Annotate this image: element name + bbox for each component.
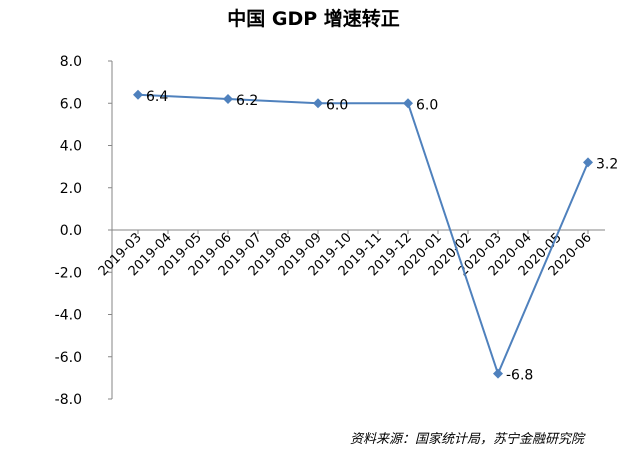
y-tick-label: -2.0 — [55, 265, 82, 281]
y-tick-label: 2.0 — [60, 181, 82, 197]
data-label: 6.0 — [326, 97, 348, 113]
data-point — [403, 98, 413, 109]
data-label: 6.2 — [236, 93, 258, 109]
data-point — [223, 94, 233, 105]
data-label: 6.4 — [146, 89, 168, 105]
data-label: -6.8 — [506, 368, 533, 384]
series-line — [137, 93, 589, 377]
y-tick-label: 0.0 — [60, 223, 82, 239]
y-tick-label: 6.0 — [60, 96, 82, 112]
data-label: 3.2 — [596, 156, 618, 172]
source-note: 资料来源：国家统计局，苏宁金融研究院 — [350, 432, 585, 447]
data-point — [493, 368, 503, 379]
data-label: 6.0 — [416, 97, 438, 113]
data-point — [583, 157, 593, 168]
y-tick-label: 8.0 — [60, 54, 82, 70]
y-tick-label: -6.0 — [55, 350, 82, 366]
y-tick-label: 4.0 — [60, 139, 82, 155]
chart-title: 中国 GDP 增速转正 — [227, 8, 400, 30]
data-point — [313, 98, 323, 109]
y-tick-label: -8.0 — [55, 392, 82, 408]
y-tick-label: -4.0 — [55, 308, 82, 324]
data-point — [133, 89, 143, 100]
